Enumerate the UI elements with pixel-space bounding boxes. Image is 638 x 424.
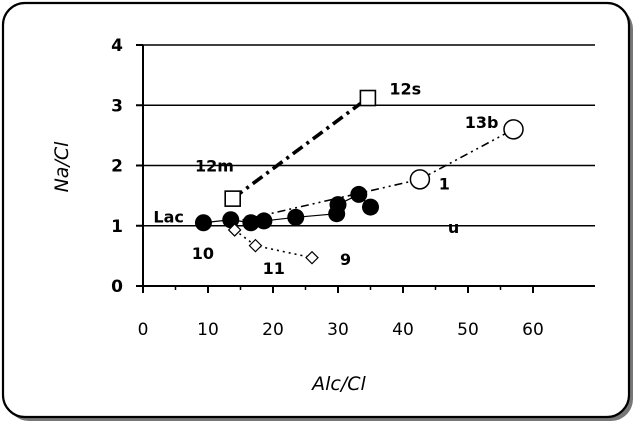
annotation-label: 1 [439, 175, 450, 194]
open-circle-point [409, 169, 431, 190]
x-tick-label: 20 [262, 320, 284, 340]
y-tick-label: 3 [111, 96, 123, 116]
filled-circle-point [362, 198, 379, 216]
x-tick-label: 0 [138, 320, 149, 340]
annotation-label: u [448, 218, 459, 237]
chart-border [1, 1, 631, 419]
open-square-point [359, 89, 377, 107]
x-tick-label: 30 [327, 320, 349, 340]
y-tick-label: 2 [111, 157, 123, 177]
open-circle-point [503, 119, 524, 140]
data-markers [194, 89, 524, 265]
annotation-label: 11 [263, 259, 285, 278]
annotations: 12s 13b 12m 1 Lac u 10 11 9 [153, 79, 498, 278]
y-tick-label: 0 [111, 277, 123, 297]
open-square-point [224, 190, 241, 207]
annotation-label: 9 [340, 250, 351, 269]
filled-circle-point [350, 185, 368, 203]
annotation-label: 12s [389, 79, 421, 98]
filled-circle-point [242, 214, 260, 232]
filled-circle-point [287, 208, 305, 226]
y-tick-label: 4 [111, 36, 123, 56]
annotation-label: 10 [192, 244, 214, 263]
y-axis-label: Na/Cl [51, 141, 73, 193]
x-tick-label: 60 [522, 320, 544, 340]
filled-circle-point [255, 212, 273, 230]
annotation-label: 12m [195, 157, 234, 176]
x-tick-label: 50 [457, 320, 479, 340]
open-diamond-point [305, 250, 319, 265]
series-2-line [231, 96, 369, 201]
x-axis-label: Alc/Cl [310, 373, 366, 395]
y-tick-label: 1 [111, 217, 123, 237]
annotation-label: Lac [153, 208, 183, 227]
filled-circle-point [329, 196, 347, 214]
filled-circle-point [194, 214, 212, 232]
axes [136, 44, 595, 293]
x-tick-label: 40 [392, 320, 414, 340]
annotation-label: 13b [465, 113, 499, 132]
open-diamond-point [248, 238, 263, 253]
open-diamond-point [227, 223, 242, 237]
x-tick-label: 10 [197, 320, 219, 340]
